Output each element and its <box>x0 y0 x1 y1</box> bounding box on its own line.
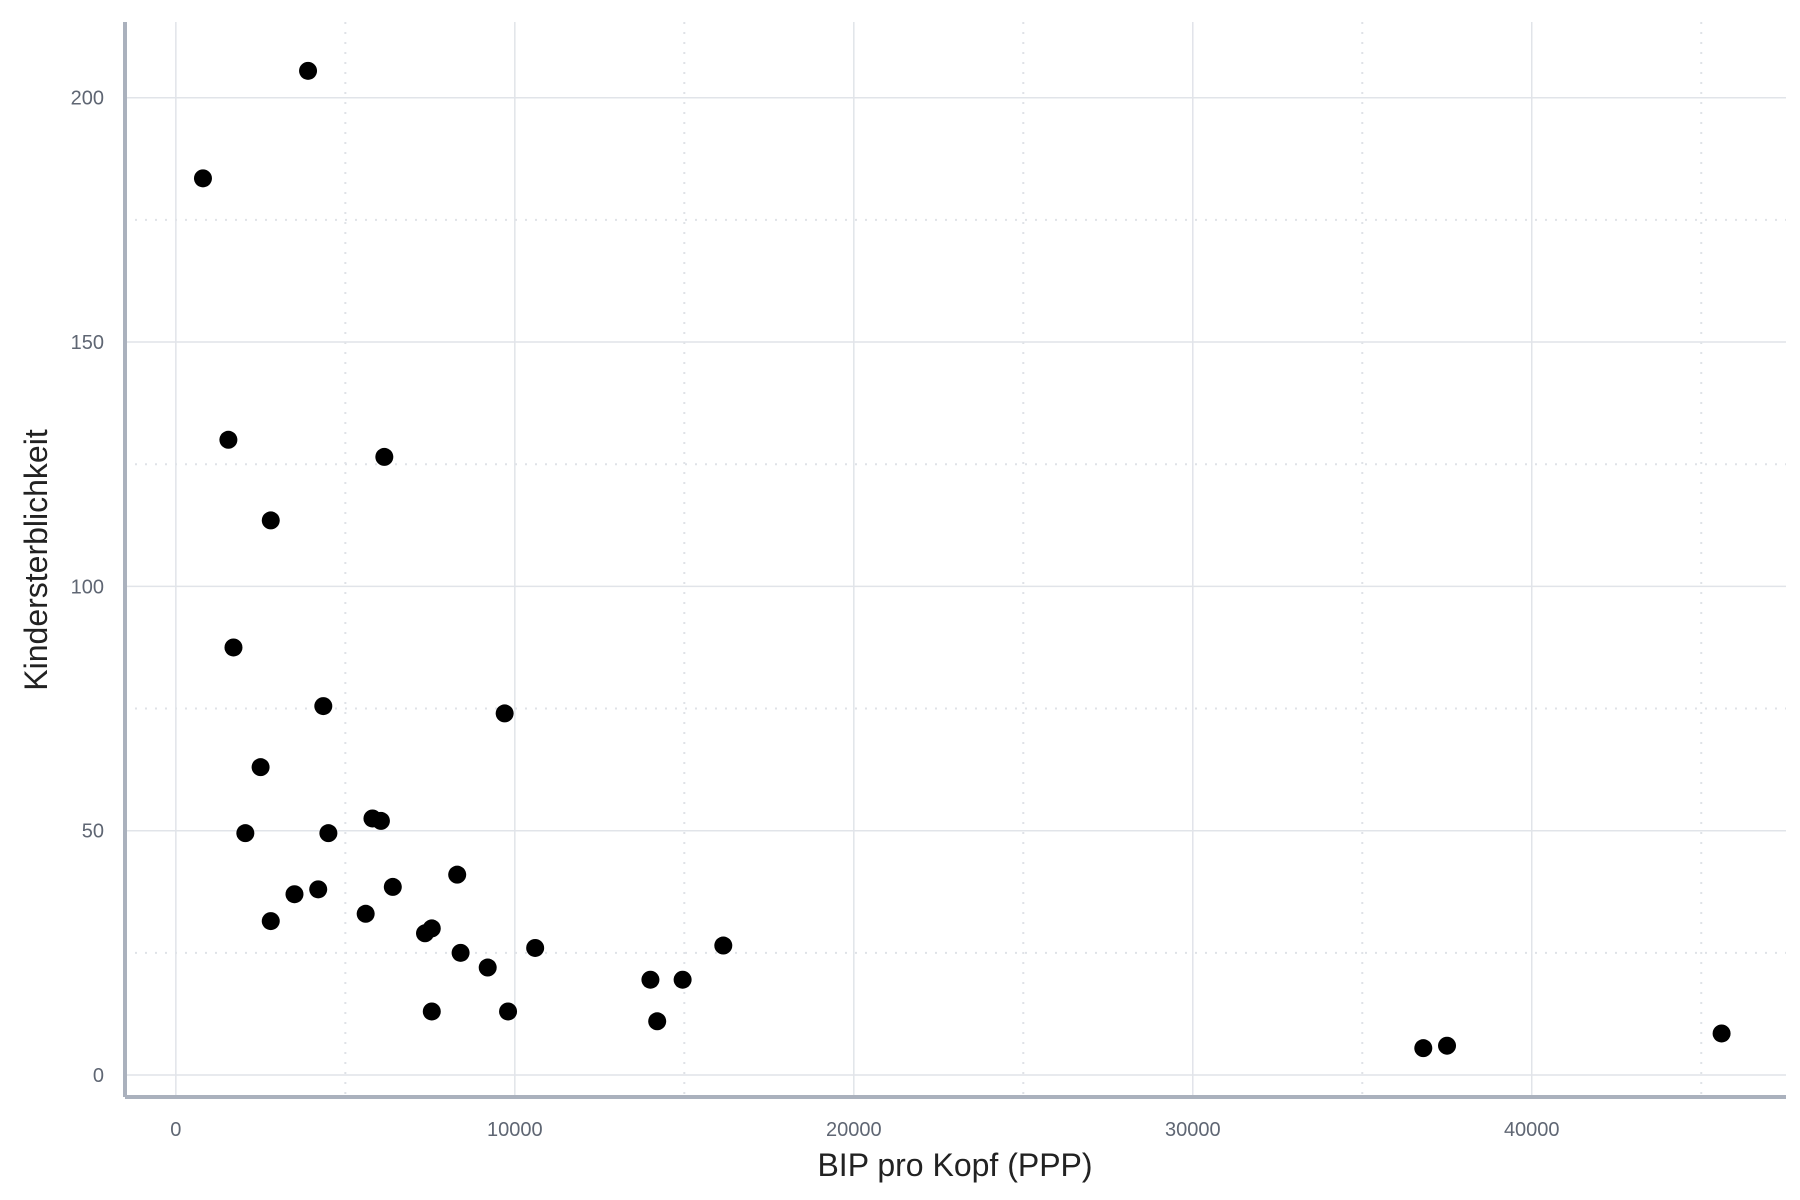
y-tick-label: 150 <box>71 332 104 354</box>
data-point <box>1712 1024 1731 1043</box>
data-point <box>641 970 660 989</box>
x-axis-title: BIP pro Kopf (PPP) <box>817 1147 1092 1183</box>
data-point <box>356 904 375 923</box>
data-point <box>371 811 390 830</box>
data-point <box>261 912 280 931</box>
data-point <box>193 169 212 188</box>
data-point <box>285 885 304 904</box>
data-point <box>714 936 733 955</box>
y-tick-label: 200 <box>71 88 104 110</box>
data-point <box>526 938 545 957</box>
x-tick-label: 20000 <box>826 1119 882 1141</box>
data-point <box>451 943 470 962</box>
y-tick-label: 50 <box>82 821 104 843</box>
data-point <box>1414 1039 1433 1058</box>
data-point <box>319 824 338 843</box>
y-axis-title: Kindersterblichkeit <box>18 429 54 691</box>
y-tick-label: 100 <box>71 576 104 598</box>
data-point <box>383 877 402 896</box>
x-tick-label: 0 <box>170 1119 181 1141</box>
data-point <box>415 924 434 943</box>
data-point <box>309 880 328 899</box>
data-point <box>448 865 467 884</box>
data-point <box>422 1002 441 1021</box>
data-point <box>375 447 394 466</box>
data-point <box>478 958 497 977</box>
data-point <box>648 1012 667 1031</box>
x-tick-label: 10000 <box>487 1119 543 1141</box>
data-point <box>236 824 255 843</box>
data-point <box>499 1002 518 1021</box>
data-point <box>224 638 243 657</box>
x-tick-label: 30000 <box>1165 1119 1221 1141</box>
x-tick-labels: 0 10000 20000 30000 40000 <box>170 1119 1559 1141</box>
data-point <box>673 970 692 989</box>
x-tick-label: 40000 <box>1504 1119 1560 1141</box>
axes <box>123 22 1786 1099</box>
data-point <box>261 511 280 530</box>
data-point <box>314 697 333 716</box>
major-gridlines <box>125 22 1786 1097</box>
data-point <box>299 61 318 80</box>
minor-gridlines <box>125 22 1786 1097</box>
y-tick-label: 0 <box>93 1065 104 1087</box>
data-points <box>193 61 1731 1058</box>
data-point <box>219 430 238 449</box>
y-tick-labels: 0 50 100 150 200 <box>71 88 104 1087</box>
data-point <box>495 704 514 723</box>
data-point <box>251 758 270 777</box>
data-point <box>1438 1036 1457 1055</box>
